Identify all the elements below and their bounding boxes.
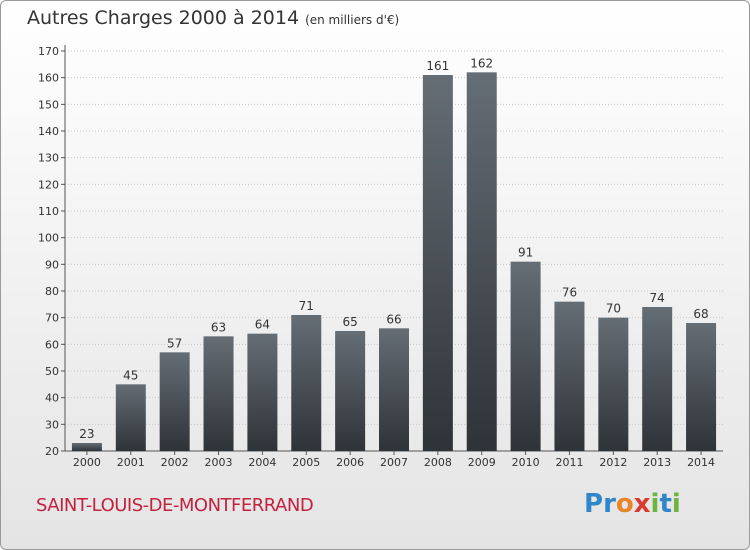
- x-tick-label: 2002: [161, 456, 189, 469]
- bar-value-label: 66: [386, 312, 401, 326]
- y-tick-label: 50: [45, 365, 59, 378]
- chart-title: Autres Charges 2000 à 2014 (en milliers d…: [27, 7, 399, 29]
- bar: [686, 323, 717, 451]
- bar-value-label: 65: [342, 315, 357, 329]
- y-tick-label: 20: [45, 445, 59, 458]
- chart-title-text: Autres Charges 2000 à 2014: [27, 7, 300, 29]
- y-tick-label: 70: [45, 312, 59, 325]
- x-tick-label: 2000: [73, 456, 101, 469]
- x-tick-label: 2001: [117, 456, 145, 469]
- y-tick-label: 160: [38, 72, 59, 85]
- bar-value-label: 74: [650, 291, 665, 305]
- y-tick-label: 100: [38, 232, 59, 245]
- bar-value-label: 45: [123, 368, 138, 382]
- y-tick-label: 90: [45, 258, 59, 271]
- bar-value-label: 57: [167, 336, 182, 350]
- x-tick-label: 2009: [468, 456, 496, 469]
- x-tick-label: 2014: [687, 456, 715, 469]
- x-tick-label: 2007: [380, 456, 408, 469]
- bar: [598, 317, 629, 451]
- y-tick-label: 150: [38, 98, 59, 111]
- bar-value-label: 23: [79, 427, 94, 441]
- bar-value-label: 64: [255, 318, 270, 332]
- x-tick-label: 2004: [248, 456, 276, 469]
- bar: [466, 72, 497, 451]
- bar: [291, 315, 322, 451]
- town-name: SAINT-LOUIS-DE-MONTFERRAND: [36, 495, 314, 516]
- logo-letter: i: [671, 489, 681, 519]
- proxiti-logo: Proxiti: [584, 489, 681, 519]
- bar: [71, 443, 102, 451]
- x-tick-label: 2012: [599, 456, 627, 469]
- bar: [335, 331, 366, 451]
- logo-letter: t: [659, 489, 672, 519]
- x-tick-label: 2008: [424, 456, 452, 469]
- logo-letter: r: [603, 489, 616, 519]
- y-tick-label: 140: [38, 125, 59, 138]
- bar-value-label: 162: [470, 56, 493, 70]
- bar: [247, 333, 278, 451]
- x-tick-label: 2010: [512, 456, 540, 469]
- bar-value-label: 91: [518, 246, 533, 260]
- logo-letter: i: [650, 489, 660, 519]
- bar-value-label: 161: [426, 59, 449, 73]
- x-tick-label: 2005: [292, 456, 320, 469]
- x-tick-label: 2013: [643, 456, 671, 469]
- y-tick-label: 130: [38, 152, 59, 165]
- x-tick-label: 2011: [555, 456, 583, 469]
- logo-letter: x: [633, 489, 651, 519]
- bar: [554, 301, 585, 451]
- y-tick-label: 110: [38, 205, 59, 218]
- y-tick-label: 120: [38, 178, 59, 191]
- bar-value-label: 70: [606, 302, 621, 316]
- bar: [203, 336, 234, 451]
- bar-value-label: 68: [693, 307, 708, 321]
- bar-value-label: 71: [299, 299, 314, 313]
- x-tick-label: 2003: [205, 456, 233, 469]
- bar: [642, 307, 673, 451]
- bar: [115, 384, 146, 451]
- y-tick-label: 80: [45, 285, 59, 298]
- logo-letter: o: [615, 489, 634, 519]
- y-tick-label: 30: [45, 418, 59, 431]
- y-tick-label: 170: [38, 45, 59, 58]
- y-tick-label: 40: [45, 392, 59, 405]
- bar-value-label: 63: [211, 320, 226, 334]
- chart-subtitle: (en milliers d'€): [305, 13, 400, 27]
- x-tick-label: 2006: [336, 456, 364, 469]
- bar: [379, 328, 409, 451]
- bar: [422, 75, 453, 451]
- bar-value-label: 76: [562, 286, 577, 300]
- y-tick-label: 60: [45, 338, 59, 351]
- bar: [159, 352, 190, 451]
- bar: [510, 261, 541, 451]
- logo-letter: P: [584, 489, 604, 519]
